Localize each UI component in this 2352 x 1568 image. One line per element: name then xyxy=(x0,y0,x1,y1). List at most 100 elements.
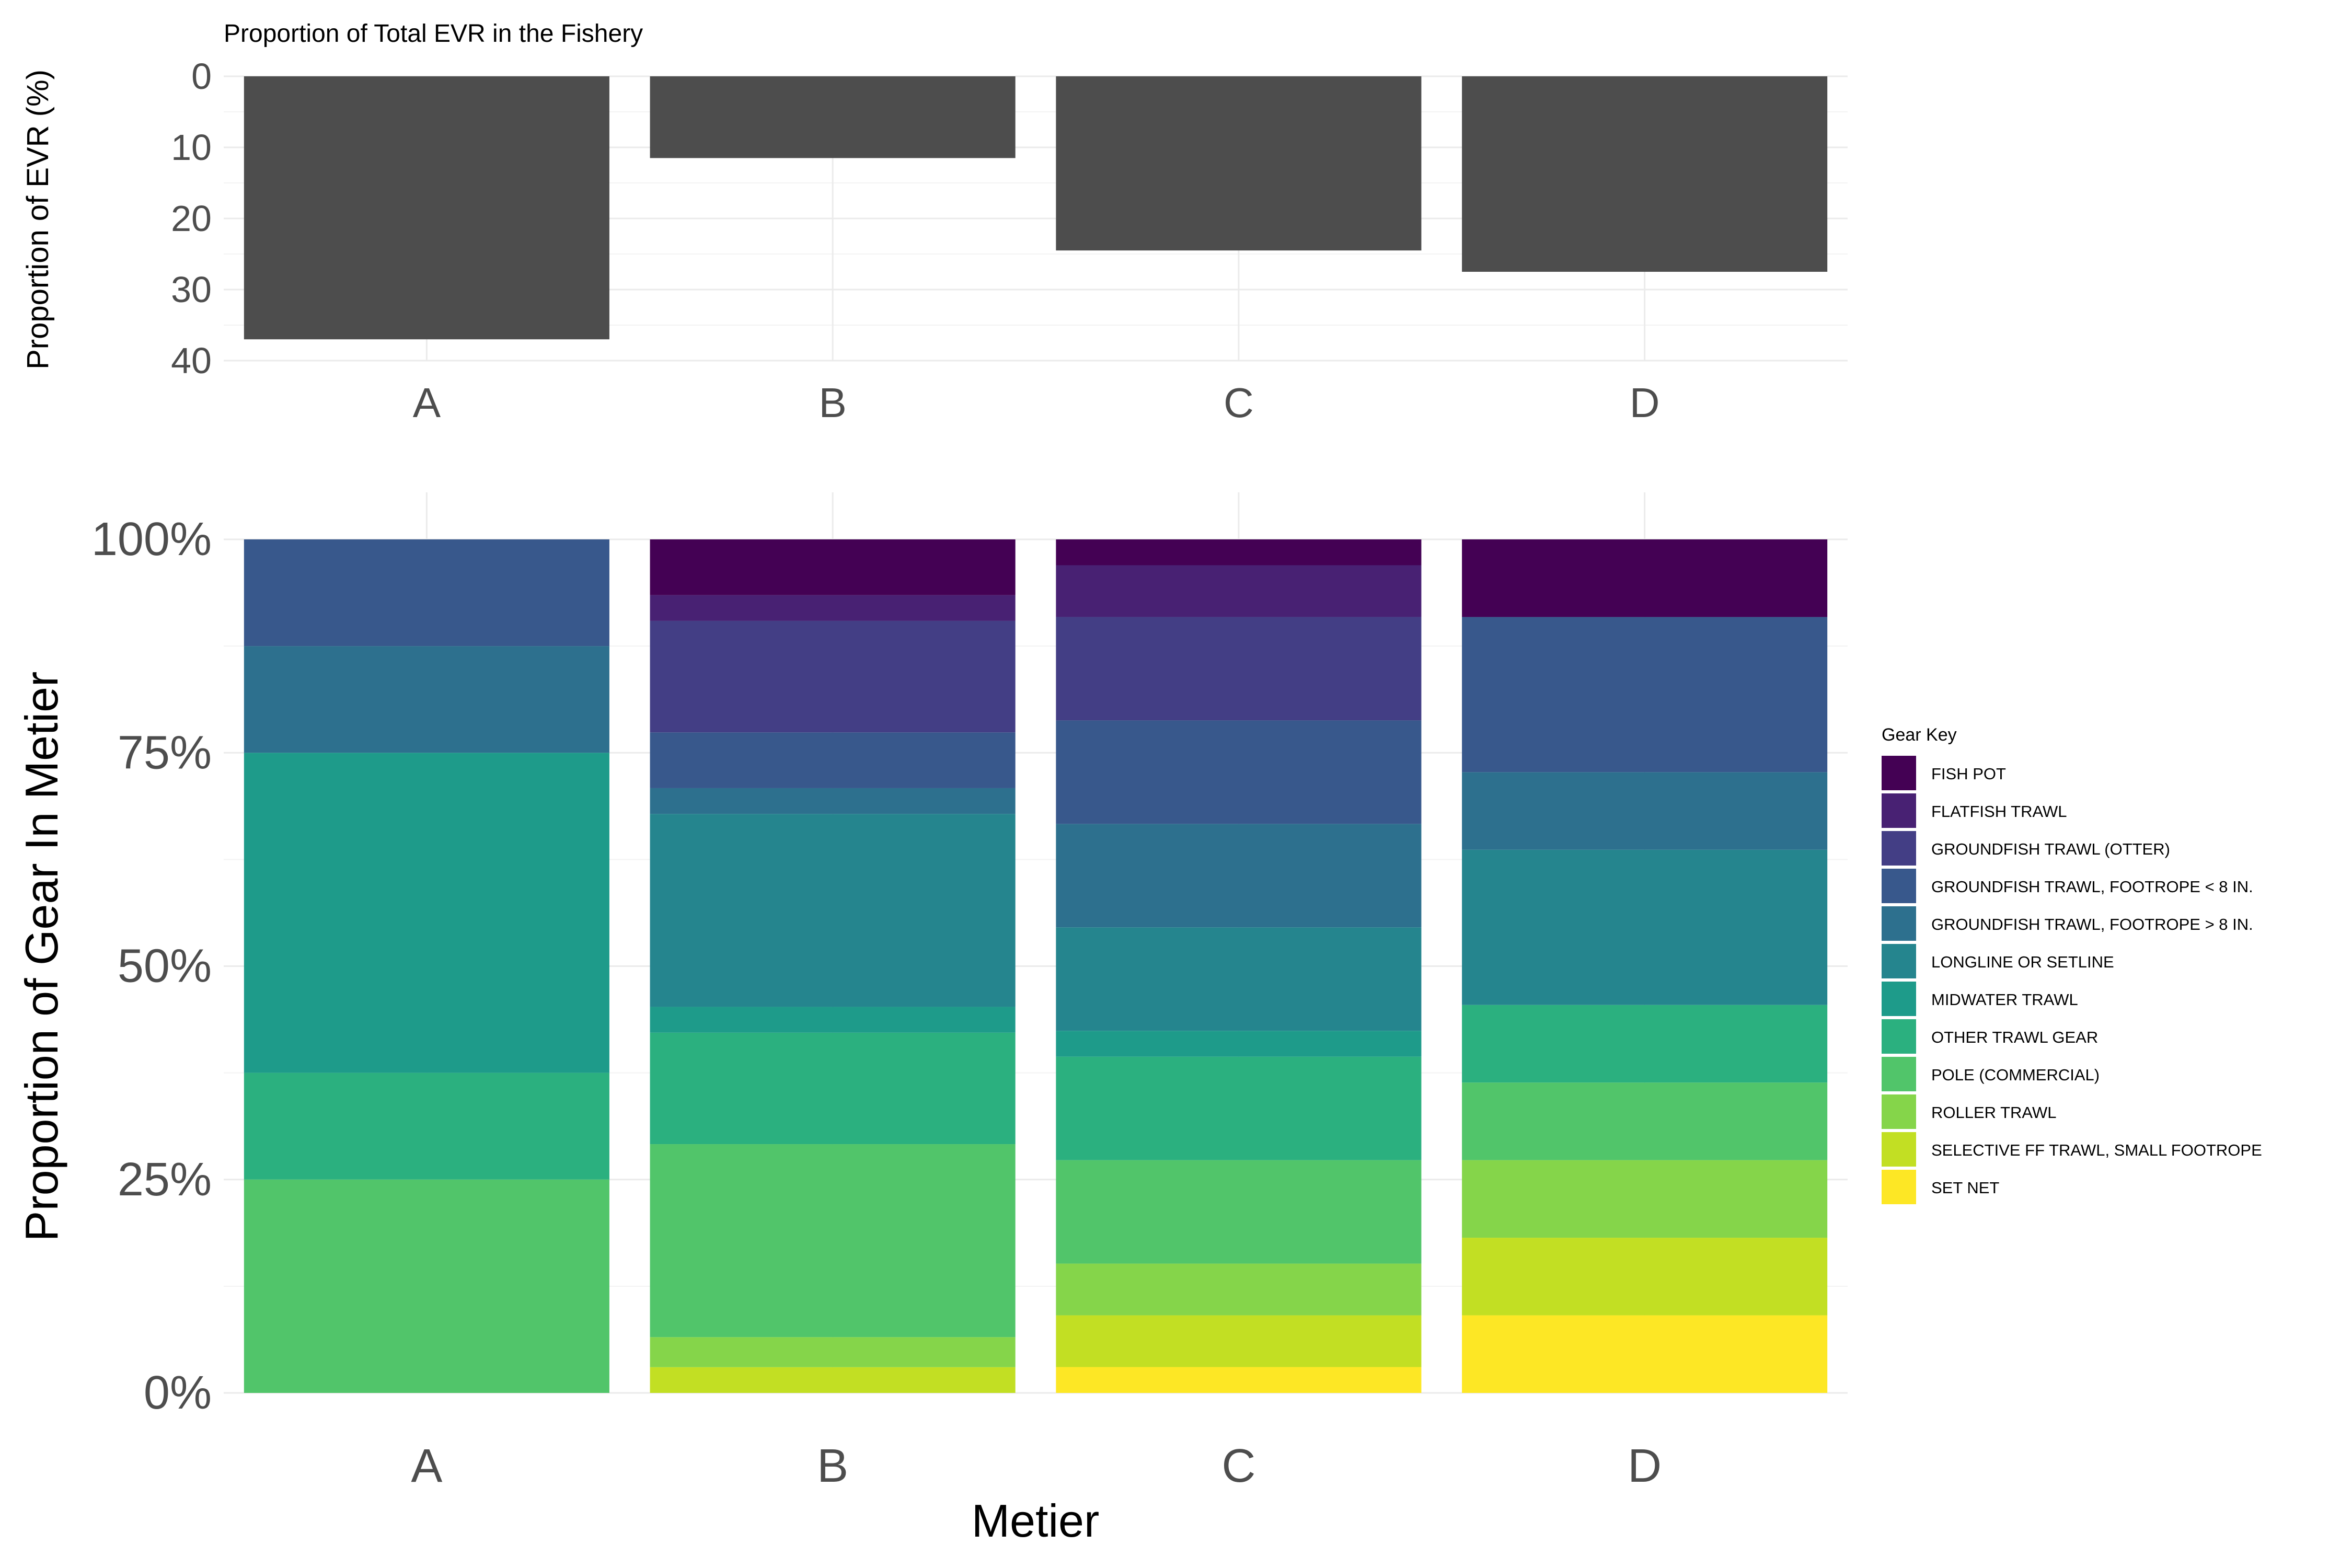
bottom-x-ticks: A B C D xyxy=(411,1440,1662,1492)
top-y-tick-label: 10 xyxy=(171,127,212,168)
legend-label: FISH POT xyxy=(1931,765,2006,783)
legend-label: LONGLINE OR SETLINE xyxy=(1931,953,2114,971)
segment-d-set-net xyxy=(1462,1315,1828,1393)
legend-label: SET NET xyxy=(1931,1179,1999,1197)
segment-d-roller-trawl xyxy=(1462,1160,1828,1238)
segment-c-pole-commercial- xyxy=(1056,1160,1422,1264)
segment-b-groundfish-trawl-footrope-8-in- xyxy=(650,732,1016,788)
legend-label: GROUNDFISH TRAWL (OTTER) xyxy=(1931,840,2170,858)
segment-a-pole-commercial- xyxy=(244,1179,609,1393)
top-x-tick-label: B xyxy=(818,379,846,426)
segment-c-set-net xyxy=(1056,1367,1422,1393)
evr-bar-c xyxy=(1056,76,1422,251)
legend-item: SELECTIVE FF TRAWL, SMALL FOOTROPE xyxy=(1882,1132,2262,1167)
top-y-tick-label: 20 xyxy=(171,198,212,239)
segment-d-longline-or-setline xyxy=(1462,849,1828,1005)
segment-b-selective-ff-trawl-small-footrope xyxy=(650,1367,1016,1393)
bottom-y-ticks: 0% 25% 50% 75% 100% xyxy=(91,513,212,1419)
segment-b-fish-pot xyxy=(650,539,1016,595)
legend-swatch xyxy=(1882,1132,1916,1167)
gear-proportion-panel: 0% 25% 50% 75% 100% A B C D Proportion of Gear … xyxy=(16,492,1848,1547)
segment-a-midwater-trawl xyxy=(244,753,609,1073)
legend-label: OTHER TRAWL GEAR xyxy=(1931,1028,2098,1046)
evr-bar-a xyxy=(244,76,609,340)
legend-swatch xyxy=(1882,1094,1916,1129)
legend-swatch xyxy=(1882,906,1916,941)
bottom-y-tick-label: 100% xyxy=(91,513,212,566)
top-y-tick-label: 0 xyxy=(191,56,212,97)
legend-swatch xyxy=(1882,1057,1916,1091)
legend-swatch xyxy=(1882,831,1916,866)
bottom-y-tick-label: 75% xyxy=(118,727,212,779)
top-chart-title: Proportion of Total EVR in the Fishery xyxy=(224,20,643,48)
segment-c-groundfish-trawl-footrope-8-in- xyxy=(1056,824,1422,928)
bottom-y-tick-label: 0% xyxy=(144,1367,212,1419)
segment-c-groundfish-trawl-otter- xyxy=(1056,617,1422,721)
segment-b-roller-trawl xyxy=(650,1337,1016,1367)
segment-a-other-trawl-gear xyxy=(244,1073,609,1180)
bottom-x-tick-label: C xyxy=(1221,1440,1255,1492)
legend-swatch xyxy=(1882,1019,1916,1054)
segment-b-other-trawl-gear xyxy=(650,1032,1016,1145)
top-x-tick-label: A xyxy=(413,379,441,426)
evr-proportion-panel: Proportion of Total EVR in the Fishery 0… xyxy=(21,20,1848,426)
top-y-tick-label: 40 xyxy=(171,340,212,381)
legend-label: POLE (COMMERCIAL) xyxy=(1931,1066,2100,1084)
segment-d-groundfish-trawl-footrope-8-in- xyxy=(1462,772,1828,850)
segment-a-groundfish-trawl-footrope-8-in- xyxy=(244,539,609,647)
gear-key-legend: Gear Key FISH POT FLATFISH TRAWL GROUNDFIS… xyxy=(1882,725,2262,1204)
segment-c-fish-pot xyxy=(1056,539,1422,566)
legend-label: GROUNDFISH TRAWL, FOOTROPE > 8 IN. xyxy=(1931,915,2253,933)
legend-item: FLATFISH TRAWL xyxy=(1882,793,2067,828)
segment-c-selective-ff-trawl-small-footrope xyxy=(1056,1315,1422,1367)
segment-b-longline-or-setline xyxy=(650,814,1016,1007)
legend-label: FLATFISH TRAWL xyxy=(1931,802,2067,821)
legend-item: GROUNDFISH TRAWL (OTTER) xyxy=(1882,831,2170,866)
legend-swatch xyxy=(1882,869,1916,903)
top-y-axis-label: Proportion of EVR (%) xyxy=(21,70,55,370)
legend-swatch xyxy=(1882,982,1916,1016)
legend-item: MIDWATER TRAWL xyxy=(1882,982,2078,1016)
segment-b-groundfish-trawl-footrope-8-in- xyxy=(650,788,1016,814)
segment-b-groundfish-trawl-otter- xyxy=(650,620,1016,733)
bottom-x-tick-label: D xyxy=(1628,1440,1662,1492)
evr-bar-d xyxy=(1462,76,1828,272)
legend-item: SET NET xyxy=(1882,1170,1999,1204)
top-x-ticks: A B C D xyxy=(413,379,1660,426)
segment-b-pole-commercial- xyxy=(650,1144,1016,1338)
segment-c-groundfish-trawl-footrope-8-in- xyxy=(1056,720,1422,824)
segment-c-flatfish-trawl xyxy=(1056,565,1422,617)
bottom-x-tick-label: B xyxy=(817,1440,848,1492)
legend-label: MIDWATER TRAWL xyxy=(1931,990,2078,1009)
bottom-y-tick-label: 50% xyxy=(118,940,212,993)
legend-label: GROUNDFISH TRAWL, FOOTROPE < 8 IN. xyxy=(1931,878,2253,896)
segment-d-pole-commercial- xyxy=(1462,1082,1828,1160)
segment-c-midwater-trawl xyxy=(1056,1031,1422,1057)
top-y-ticks: 0 10 20 30 40 xyxy=(171,56,212,381)
legend-swatch xyxy=(1882,1170,1916,1204)
legend-item: GROUNDFISH TRAWL, FOOTROPE < 8 IN. xyxy=(1882,869,2253,903)
legend-label: ROLLER TRAWL xyxy=(1931,1103,2056,1122)
top-bars xyxy=(244,76,1828,340)
bottom-y-axis-label: Proportion of Gear In Metier xyxy=(16,672,67,1242)
bottom-x-tick-label: A xyxy=(411,1440,442,1492)
legend-item: LONGLINE OR SETLINE xyxy=(1882,944,2114,978)
top-y-tick-label: 30 xyxy=(171,269,212,310)
legend-swatch xyxy=(1882,944,1916,978)
top-x-tick-label: C xyxy=(1224,379,1254,426)
bottom-stacked-bars xyxy=(244,539,1828,1393)
segment-c-roller-trawl xyxy=(1056,1263,1422,1316)
segment-d-groundfish-trawl-footrope-8-in- xyxy=(1462,617,1828,773)
segment-b-midwater-trawl xyxy=(650,1007,1016,1033)
legend-item: FISH POT xyxy=(1882,756,2006,790)
legend-item: GROUNDFISH TRAWL, FOOTROPE > 8 IN. xyxy=(1882,906,2253,941)
legend-swatch xyxy=(1882,793,1916,828)
legend-item: ROLLER TRAWL xyxy=(1882,1094,2056,1129)
segment-c-other-trawl-gear xyxy=(1056,1056,1422,1160)
top-x-tick-label: D xyxy=(1630,379,1660,426)
segment-b-flatfish-trawl xyxy=(650,595,1016,621)
segment-c-longline-or-setline xyxy=(1056,927,1422,1031)
segment-d-other-trawl-gear xyxy=(1462,1005,1828,1083)
bottom-x-axis-label: Metier xyxy=(972,1495,1100,1547)
